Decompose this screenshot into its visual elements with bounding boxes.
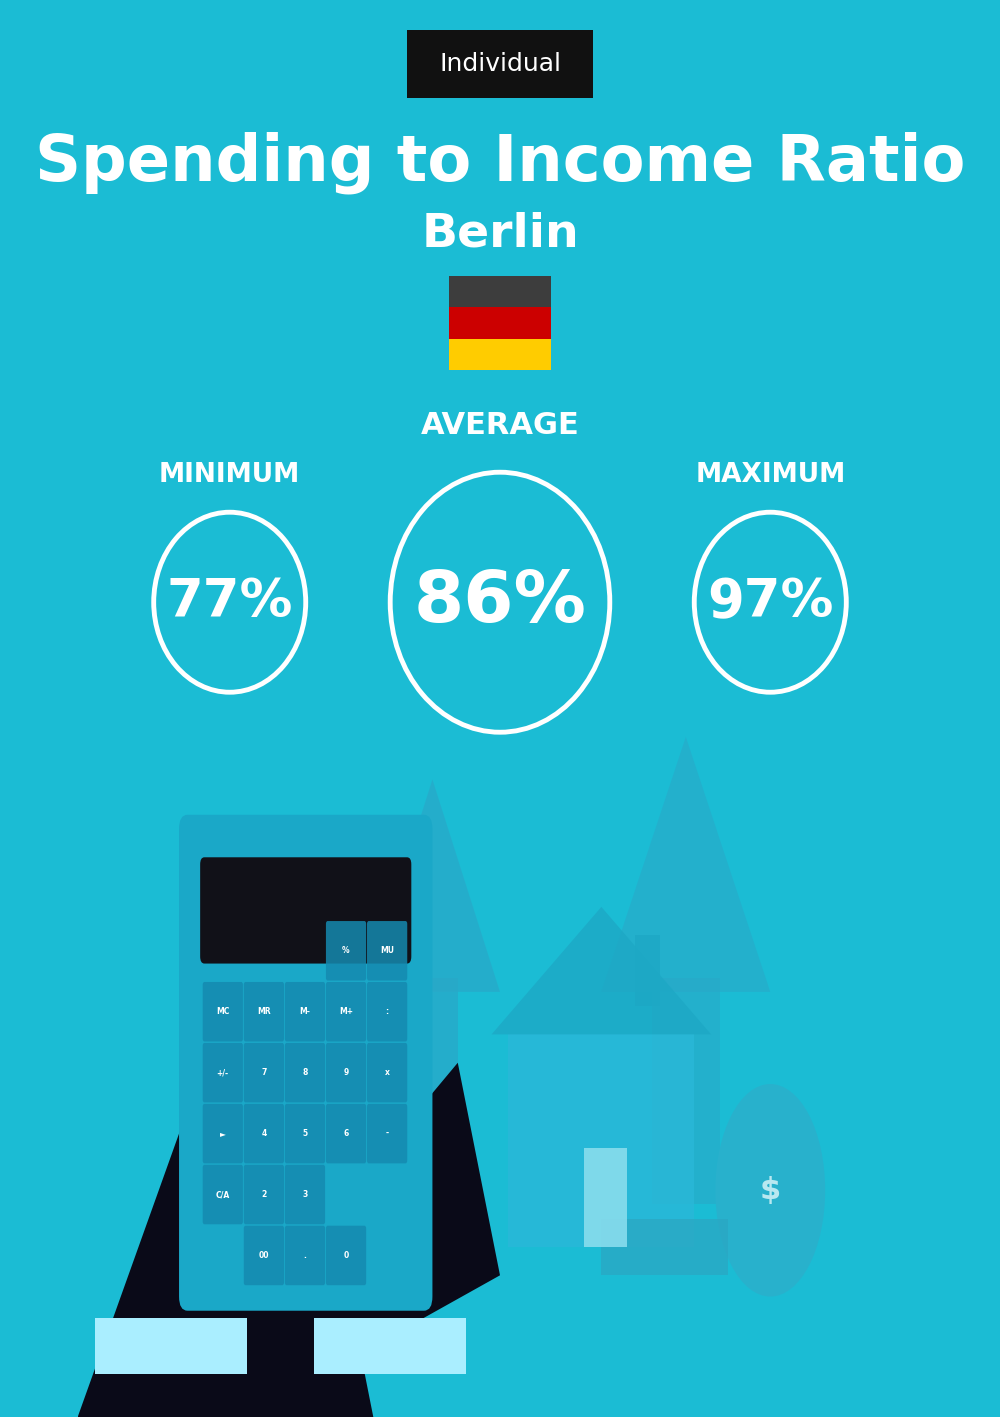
FancyBboxPatch shape (326, 1043, 366, 1102)
Text: MU: MU (380, 947, 394, 955)
Text: x: x (385, 1068, 390, 1077)
Text: MR: MR (257, 1007, 271, 1016)
Text: 77%: 77% (167, 577, 293, 628)
Bar (407, 978, 458, 1162)
Bar (449, 339, 551, 370)
Text: C/A: C/A (216, 1190, 230, 1199)
Text: -: - (386, 1129, 389, 1138)
Text: MAXIMUM: MAXIMUM (695, 462, 845, 487)
Polygon shape (365, 779, 500, 992)
FancyBboxPatch shape (285, 1104, 325, 1163)
Text: Berlin: Berlin (421, 211, 579, 256)
FancyBboxPatch shape (367, 921, 407, 981)
Text: $: $ (760, 1176, 781, 1204)
Text: +/-: +/- (217, 1068, 229, 1077)
FancyBboxPatch shape (203, 1165, 243, 1224)
FancyBboxPatch shape (326, 921, 366, 981)
Text: MINIMUM: MINIMUM (159, 462, 300, 487)
Text: .: . (304, 1251, 306, 1260)
Polygon shape (601, 737, 770, 992)
FancyBboxPatch shape (203, 1104, 243, 1163)
FancyBboxPatch shape (244, 982, 284, 1041)
Bar (652, 978, 720, 1204)
FancyBboxPatch shape (203, 982, 243, 1041)
Bar (635, 935, 660, 1006)
FancyBboxPatch shape (326, 1226, 366, 1285)
FancyBboxPatch shape (203, 1043, 243, 1102)
Polygon shape (78, 1063, 373, 1417)
FancyBboxPatch shape (326, 982, 366, 1041)
Text: MC: MC (216, 1007, 229, 1016)
FancyBboxPatch shape (367, 1104, 407, 1163)
Bar (508, 1034, 694, 1247)
Text: 3: 3 (302, 1190, 308, 1199)
Bar (314, 1318, 466, 1374)
Text: 7: 7 (261, 1068, 267, 1077)
Text: 97%: 97% (707, 577, 833, 628)
FancyBboxPatch shape (285, 982, 325, 1041)
FancyBboxPatch shape (367, 1043, 407, 1102)
Bar (601, 1219, 728, 1275)
Text: 4: 4 (261, 1129, 267, 1138)
Ellipse shape (715, 1084, 825, 1297)
Text: 9: 9 (343, 1068, 349, 1077)
Text: 00: 00 (259, 1251, 269, 1260)
FancyBboxPatch shape (285, 1165, 325, 1224)
FancyBboxPatch shape (244, 1043, 284, 1102)
FancyBboxPatch shape (367, 982, 407, 1041)
FancyBboxPatch shape (285, 1226, 325, 1285)
Text: M-: M- (300, 1007, 310, 1016)
FancyBboxPatch shape (407, 30, 593, 98)
Text: 6: 6 (343, 1129, 349, 1138)
Text: :: : (386, 1007, 389, 1016)
FancyBboxPatch shape (244, 1165, 284, 1224)
Polygon shape (492, 907, 711, 1034)
Text: M+: M+ (339, 1007, 353, 1016)
Text: 5: 5 (302, 1129, 308, 1138)
FancyBboxPatch shape (326, 1104, 366, 1163)
FancyBboxPatch shape (285, 1043, 325, 1102)
FancyBboxPatch shape (179, 815, 432, 1311)
FancyBboxPatch shape (244, 1226, 284, 1285)
Text: %: % (342, 947, 350, 955)
Bar (449, 276, 551, 307)
Text: 0: 0 (343, 1251, 349, 1260)
Text: AVERAGE: AVERAGE (421, 411, 579, 439)
FancyBboxPatch shape (244, 1104, 284, 1163)
FancyBboxPatch shape (200, 857, 411, 964)
Bar (584, 1148, 627, 1247)
Text: Spending to Income Ratio: Spending to Income Ratio (35, 132, 965, 194)
Polygon shape (162, 1063, 500, 1417)
Text: 2: 2 (261, 1190, 267, 1199)
Text: Individual: Individual (439, 52, 561, 75)
Text: 8: 8 (302, 1068, 308, 1077)
Text: 86%: 86% (414, 568, 586, 636)
Bar (449, 307, 551, 339)
Text: ►: ► (220, 1129, 226, 1138)
Bar (95, 1318, 247, 1374)
